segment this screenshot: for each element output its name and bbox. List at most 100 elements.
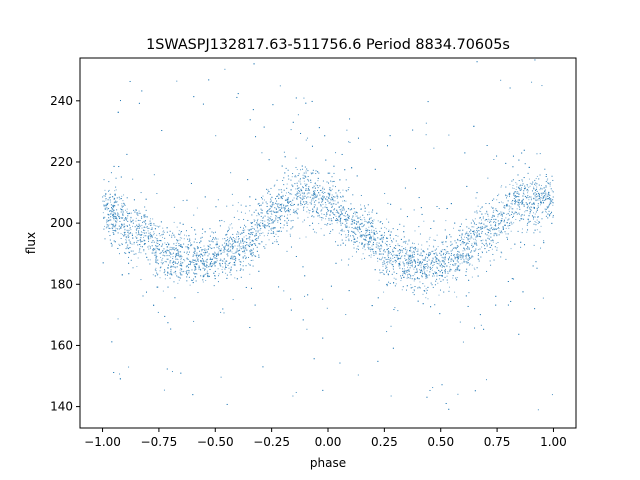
data-point xyxy=(296,168,298,170)
data-point xyxy=(338,220,340,222)
data-point xyxy=(297,175,299,177)
data-point xyxy=(440,250,442,252)
data-point xyxy=(157,240,159,242)
data-point xyxy=(438,260,440,262)
data-point xyxy=(103,195,105,197)
data-point xyxy=(143,240,145,242)
data-point xyxy=(422,293,424,295)
data-point xyxy=(413,243,415,245)
data-point xyxy=(470,237,472,239)
data-point xyxy=(111,227,113,229)
data-point xyxy=(156,225,158,227)
data-point xyxy=(412,256,414,258)
data-point xyxy=(359,226,361,228)
data-point xyxy=(110,216,112,218)
data-point xyxy=(404,257,406,259)
data-point xyxy=(160,251,162,253)
data-point xyxy=(461,233,463,235)
data-point xyxy=(287,169,289,171)
data-point xyxy=(295,188,297,190)
data-point xyxy=(157,259,159,261)
data-point xyxy=(320,189,322,191)
data-point xyxy=(368,241,370,243)
data-point xyxy=(430,267,432,269)
data-point xyxy=(479,210,481,212)
data-point xyxy=(434,249,436,251)
data-point xyxy=(457,257,459,259)
data-point xyxy=(315,184,317,186)
data-point xyxy=(312,215,314,217)
data-point xyxy=(159,277,161,279)
data-point xyxy=(454,256,456,258)
data-point xyxy=(313,190,315,192)
data-point xyxy=(268,217,270,219)
data-point xyxy=(253,219,255,221)
data-point xyxy=(108,231,110,233)
data-point xyxy=(138,225,140,227)
data-point xyxy=(217,253,219,255)
data-point xyxy=(179,269,181,271)
data-point xyxy=(527,192,529,194)
data-point xyxy=(173,221,175,223)
data-point xyxy=(482,239,484,241)
data-point xyxy=(421,261,423,263)
data-point xyxy=(294,212,296,214)
data-point xyxy=(436,258,438,260)
data-point xyxy=(468,242,470,244)
data-point xyxy=(457,258,459,260)
data-point xyxy=(317,185,319,187)
data-point xyxy=(544,195,546,197)
data-point xyxy=(232,246,234,248)
data-point xyxy=(514,191,516,193)
data-point xyxy=(263,235,265,237)
data-point xyxy=(122,200,124,202)
data-point xyxy=(112,214,114,216)
data-point xyxy=(315,195,316,197)
data-point xyxy=(352,219,354,221)
data-point xyxy=(416,251,418,253)
data-point xyxy=(117,247,119,249)
data-point xyxy=(275,233,277,235)
data-point xyxy=(386,271,388,273)
data-point xyxy=(363,238,365,240)
data-point xyxy=(216,260,218,262)
data-point xyxy=(533,206,535,208)
data-point xyxy=(227,253,229,255)
data-point xyxy=(506,213,508,215)
data-point xyxy=(394,259,396,261)
data-point xyxy=(270,232,272,234)
data-point xyxy=(390,259,392,261)
data-point xyxy=(199,256,201,258)
data-point xyxy=(441,256,443,258)
data-point xyxy=(392,267,394,269)
data-point xyxy=(138,230,140,232)
data-point xyxy=(438,294,440,296)
data-point xyxy=(442,243,444,245)
data-point xyxy=(501,232,503,234)
data-point xyxy=(215,243,217,245)
data-point xyxy=(147,235,149,237)
data-point xyxy=(150,218,152,220)
data-point xyxy=(315,204,316,206)
data-point xyxy=(239,269,241,271)
data-point xyxy=(466,248,468,250)
data-point xyxy=(443,262,445,264)
data-point xyxy=(196,273,198,275)
data-point xyxy=(207,255,209,257)
data-point xyxy=(332,180,334,182)
data-point xyxy=(124,232,126,234)
data-point xyxy=(476,244,478,246)
data-point xyxy=(302,187,304,189)
data-point xyxy=(530,209,532,211)
data-point xyxy=(357,230,359,232)
data-point xyxy=(151,241,153,243)
data-point xyxy=(274,184,276,186)
data-point xyxy=(204,265,206,267)
data-point xyxy=(527,197,529,199)
data-point xyxy=(402,273,404,275)
data-point xyxy=(128,212,130,214)
data-point xyxy=(342,189,344,191)
data-point xyxy=(548,215,550,217)
data-point xyxy=(298,195,300,197)
data-point xyxy=(519,206,521,208)
